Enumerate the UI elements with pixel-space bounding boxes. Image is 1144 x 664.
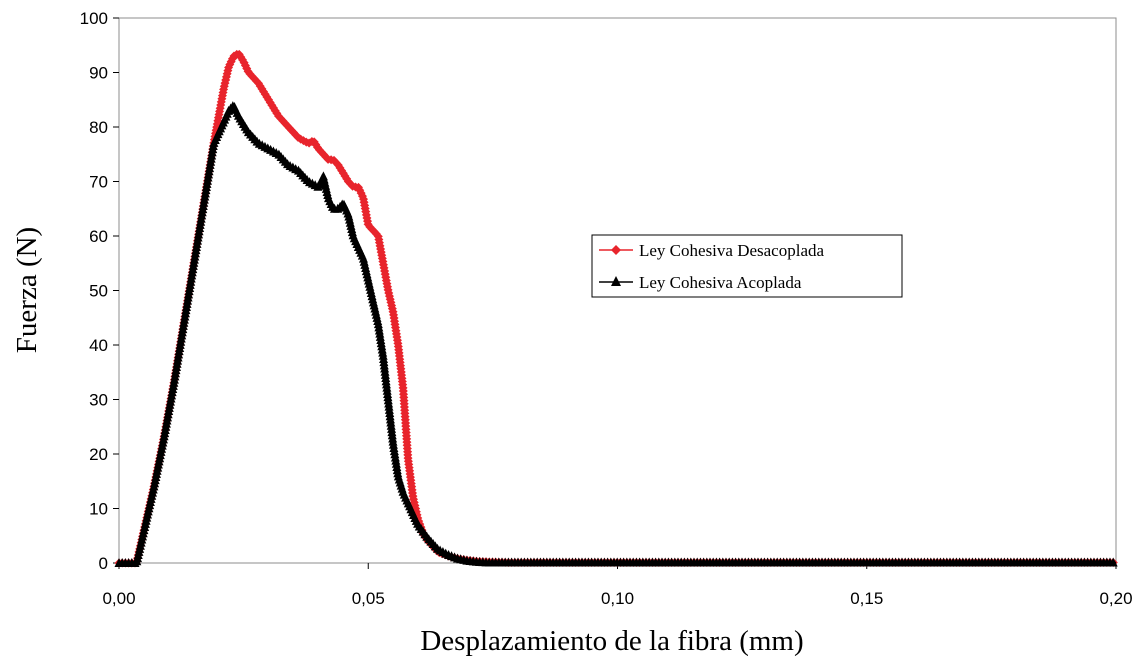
x-axis-ticks: 0,00 0,05 0,10 0,15 0,20: [102, 563, 1133, 608]
y-tick-label: 30: [89, 391, 108, 410]
y-tick-label: 40: [89, 336, 108, 355]
x-axis-title: Desplazamiento de la fibra (mm): [420, 625, 803, 657]
legend-label-acoplada: Ley Cohesiva Acoplada: [639, 273, 802, 292]
y-axis-ticks: 0 10 20 30 40 50 60 70 80 90 100: [80, 9, 119, 573]
x-tick-label: 0,20: [1099, 589, 1132, 608]
y-tick-label: 50: [89, 282, 108, 301]
data-point-triangle: [1108, 557, 1118, 567]
y-tick-label: 60: [89, 227, 108, 246]
data-point-diamond: [282, 121, 292, 131]
series-acoplada: [114, 101, 1118, 567]
y-tick-label: 90: [89, 64, 108, 83]
legend-marker-desacoplada: [611, 245, 621, 255]
legend-box: [591, 234, 903, 298]
legend-label-desacoplada: Ley Cohesiva Desacoplada: [639, 241, 824, 260]
legend: Ley Cohesiva Desacoplada Ley Cohesiva Ac…: [591, 234, 903, 298]
legend-marker-acoplada: [611, 276, 621, 286]
y-axis-title: Fuerza (N): [11, 227, 43, 353]
y-tick-label: 20: [89, 445, 108, 464]
x-tick-label: 0,15: [850, 589, 883, 608]
y-tick-label: 100: [80, 9, 108, 28]
y-tick-label: 0: [99, 554, 108, 573]
series-layer: [114, 49, 1118, 568]
x-tick-label: 0,10: [601, 589, 634, 608]
x-tick-label: 0,05: [352, 589, 385, 608]
y-tick-label: 10: [89, 500, 108, 519]
y-tick-label: 80: [89, 118, 108, 137]
x-tick-label: 0,00: [102, 589, 135, 608]
y-tick-label: 70: [89, 173, 108, 192]
